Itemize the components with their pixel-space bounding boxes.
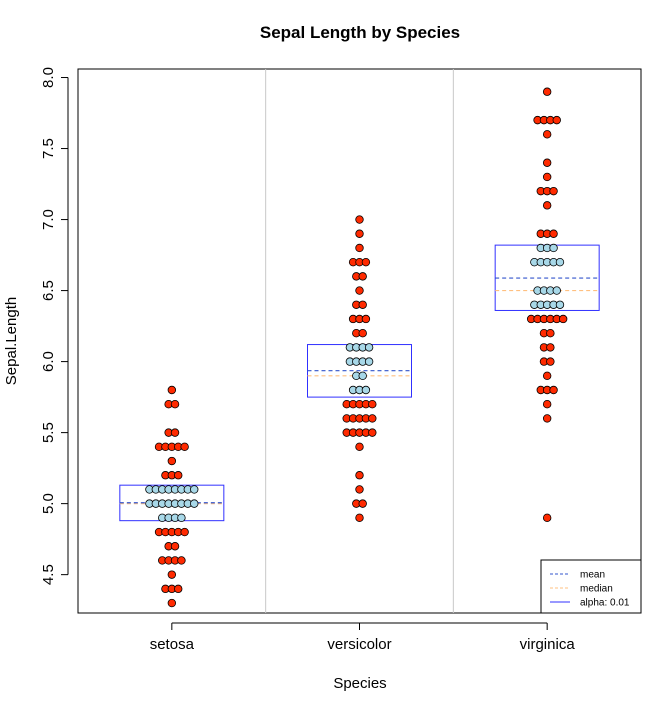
- group-separators: [265, 69, 454, 613]
- legend-alpha-label: alpha: 0.01: [580, 598, 630, 609]
- x-axis: setosa versicolor virginica: [150, 622, 576, 653]
- y-tick-label: 6.5: [40, 280, 57, 301]
- data-point-virginica: [542, 414, 552, 423]
- data-point-setosa: [190, 485, 199, 494]
- data-point-versicolor: [361, 385, 371, 395]
- data-point-versicolor: [355, 485, 364, 494]
- chart-title: Sepal Length by Species: [260, 23, 460, 42]
- data-point-virginica: [546, 343, 555, 352]
- data-point-setosa: [170, 542, 180, 551]
- y-tick-label: 8.0: [40, 67, 57, 88]
- legend-mean-label: mean: [580, 570, 605, 581]
- data-point-setosa: [167, 385, 177, 395]
- data-point-versicolor: [355, 471, 364, 480]
- y-axis: 4.5 5.0 5.5 6.0 6.5 7.0 7.5 8.0: [40, 67, 69, 585]
- data-point-virginica: [549, 186, 558, 196]
- x-tick-label-versicolor: versicolor: [327, 636, 391, 653]
- data-point-virginica: [542, 172, 552, 182]
- data-point-setosa: [177, 513, 186, 523]
- data-point-setosa: [180, 442, 189, 452]
- y-axis-label: Sepal.Length: [3, 297, 20, 385]
- legend: mean median alpha: 0.01: [540, 559, 642, 614]
- data-point-setosa: [167, 456, 177, 466]
- data-point-setosa: [180, 527, 189, 537]
- data-point-virginica: [555, 257, 565, 267]
- y-tick-label: 5.0: [40, 493, 57, 514]
- data-point-versicolor: [368, 428, 377, 437]
- data-point-setosa: [177, 556, 186, 565]
- y-tick-label: 6.0: [40, 351, 57, 372]
- y-tick-label: 7.5: [40, 138, 57, 159]
- data-point-virginica: [542, 513, 552, 523]
- data-point-setosa: [170, 428, 180, 437]
- data-point-setosa: [190, 499, 199, 508]
- data-point-versicolor: [361, 314, 371, 324]
- y-tick-label: 4.5: [40, 564, 57, 585]
- data-point-virginica: [555, 300, 565, 309]
- data-point-virginica: [546, 328, 555, 338]
- data-point-virginica: [542, 87, 552, 96]
- data-point-versicolor: [355, 243, 364, 253]
- x-axis-label: Species: [333, 675, 386, 692]
- data-point-virginica: [542, 400, 552, 409]
- y-tick-label: 7.0: [40, 209, 57, 230]
- data-point-virginica: [549, 243, 558, 253]
- data-point-virginica: [549, 385, 558, 395]
- data-point-versicolor: [358, 272, 367, 281]
- data-point-versicolor: [358, 328, 367, 338]
- data-point-virginica: [552, 286, 561, 295]
- plot-area-frame: [77, 68, 642, 614]
- data-point-versicolor: [355, 513, 364, 523]
- data-point-virginica: [542, 201, 552, 210]
- data-point-setosa: [167, 570, 177, 579]
- legend-median-label: median: [580, 584, 613, 595]
- data-point-versicolor: [355, 442, 364, 452]
- data-point-versicolor: [355, 286, 364, 295]
- data-point-versicolor: [355, 215, 364, 224]
- data-point-versicolor: [368, 400, 377, 409]
- data-point-virginica: [552, 115, 561, 125]
- y-tick-label: 5.5: [40, 422, 57, 443]
- data-point-versicolor: [361, 257, 371, 267]
- legend-box: [540, 559, 642, 614]
- data-points: [145, 87, 568, 608]
- data-point-versicolor: [364, 343, 374, 352]
- x-tick-label-virginica: virginica: [520, 636, 576, 653]
- data-point-versicolor: [368, 414, 377, 423]
- x-tick-label-setosa: setosa: [150, 636, 195, 653]
- data-point-setosa: [174, 584, 183, 594]
- data-point-virginica: [542, 371, 552, 380]
- data-point-versicolor: [358, 300, 367, 309]
- data-point-setosa: [167, 598, 177, 608]
- data-point-versicolor: [364, 357, 374, 366]
- data-point-virginica: [549, 229, 558, 238]
- data-point-virginica: [546, 357, 555, 366]
- data-point-versicolor: [355, 229, 364, 238]
- data-point-virginica: [542, 158, 552, 167]
- data-point-virginica: [558, 314, 568, 324]
- data-point-setosa: [174, 471, 183, 480]
- data-point-versicolor: [358, 371, 367, 380]
- data-point-setosa: [170, 400, 180, 409]
- data-point-virginica: [542, 130, 552, 139]
- data-point-versicolor: [358, 499, 367, 508]
